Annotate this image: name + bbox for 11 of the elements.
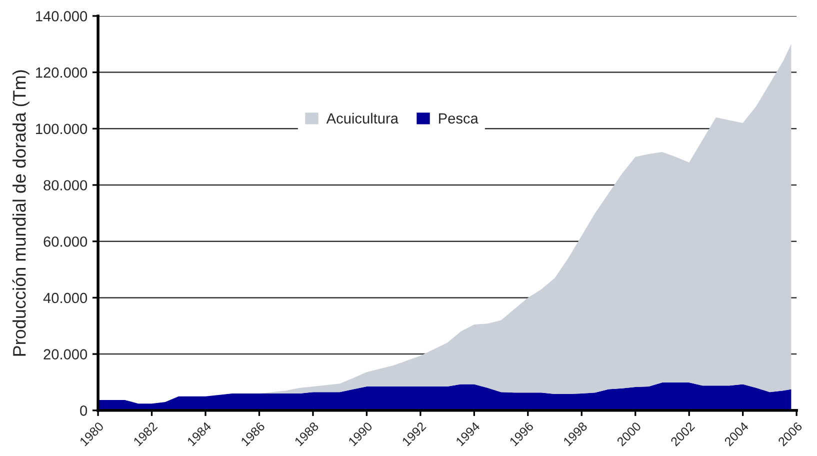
legend-label: Acuicultura [326, 112, 398, 124]
legend-label: Pesca [439, 113, 478, 124]
y-tick-label: 100.000 [36, 124, 88, 134]
y-tick-label: 40.000 [43, 292, 88, 304]
y-tick-label: 0 [80, 406, 88, 416]
y-tick-label: 140.000 [36, 11, 88, 22]
y-tick-label: 60.000 [44, 236, 88, 247]
y-tick-label: 20.000 [44, 349, 88, 360]
y-tick-label: 120.000 [36, 67, 88, 78]
y-axis-title: Producción mundial de dorada (Tm) [12, 70, 30, 356]
y-tick-label: 80.000 [44, 180, 88, 190]
